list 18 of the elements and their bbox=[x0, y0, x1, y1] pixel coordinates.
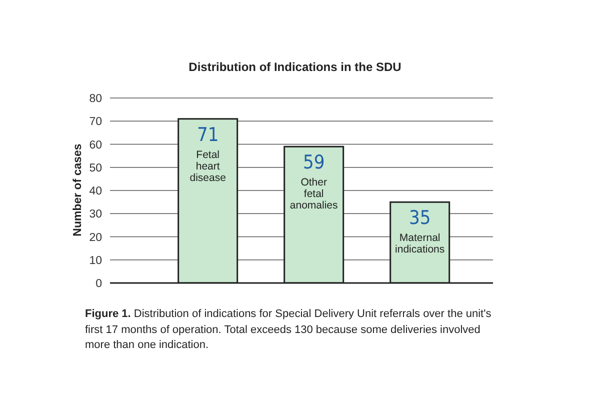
y-tick-label: 40 bbox=[89, 186, 102, 198]
y-tick-label: 20 bbox=[89, 232, 102, 244]
y-tick-label: 60 bbox=[89, 139, 102, 152]
x-tick-label: Maternal indications bbox=[395, 232, 445, 256]
y-tick-label: 30 bbox=[89, 208, 102, 221]
y-tick-label: 0 bbox=[96, 278, 102, 290]
y-tick-label: 50 bbox=[89, 162, 102, 174]
x-tick-label: Fetal heart disease bbox=[190, 148, 226, 184]
x-tick-label: Other fetal anomalies bbox=[290, 176, 338, 212]
chart-title: Distribution of Indications in the SDU bbox=[188, 60, 402, 74]
data-label: 71 bbox=[196, 124, 219, 146]
y-tick-label: 80 bbox=[89, 93, 102, 106]
data-label: 35 bbox=[408, 207, 431, 230]
y-tick-label: 10 bbox=[89, 254, 102, 267]
y-tick-label: 70 bbox=[89, 116, 102, 128]
y-axis-title: Number of cases bbox=[72, 144, 84, 236]
caption: Figure 1. Distribution of indications for Special Delivery Unit referrals over the unit's first 17 months of operation. Total exceeds 130 because some deliveries involved more than one indication. bbox=[85, 307, 492, 353]
data-label: 59 bbox=[302, 152, 325, 174]
